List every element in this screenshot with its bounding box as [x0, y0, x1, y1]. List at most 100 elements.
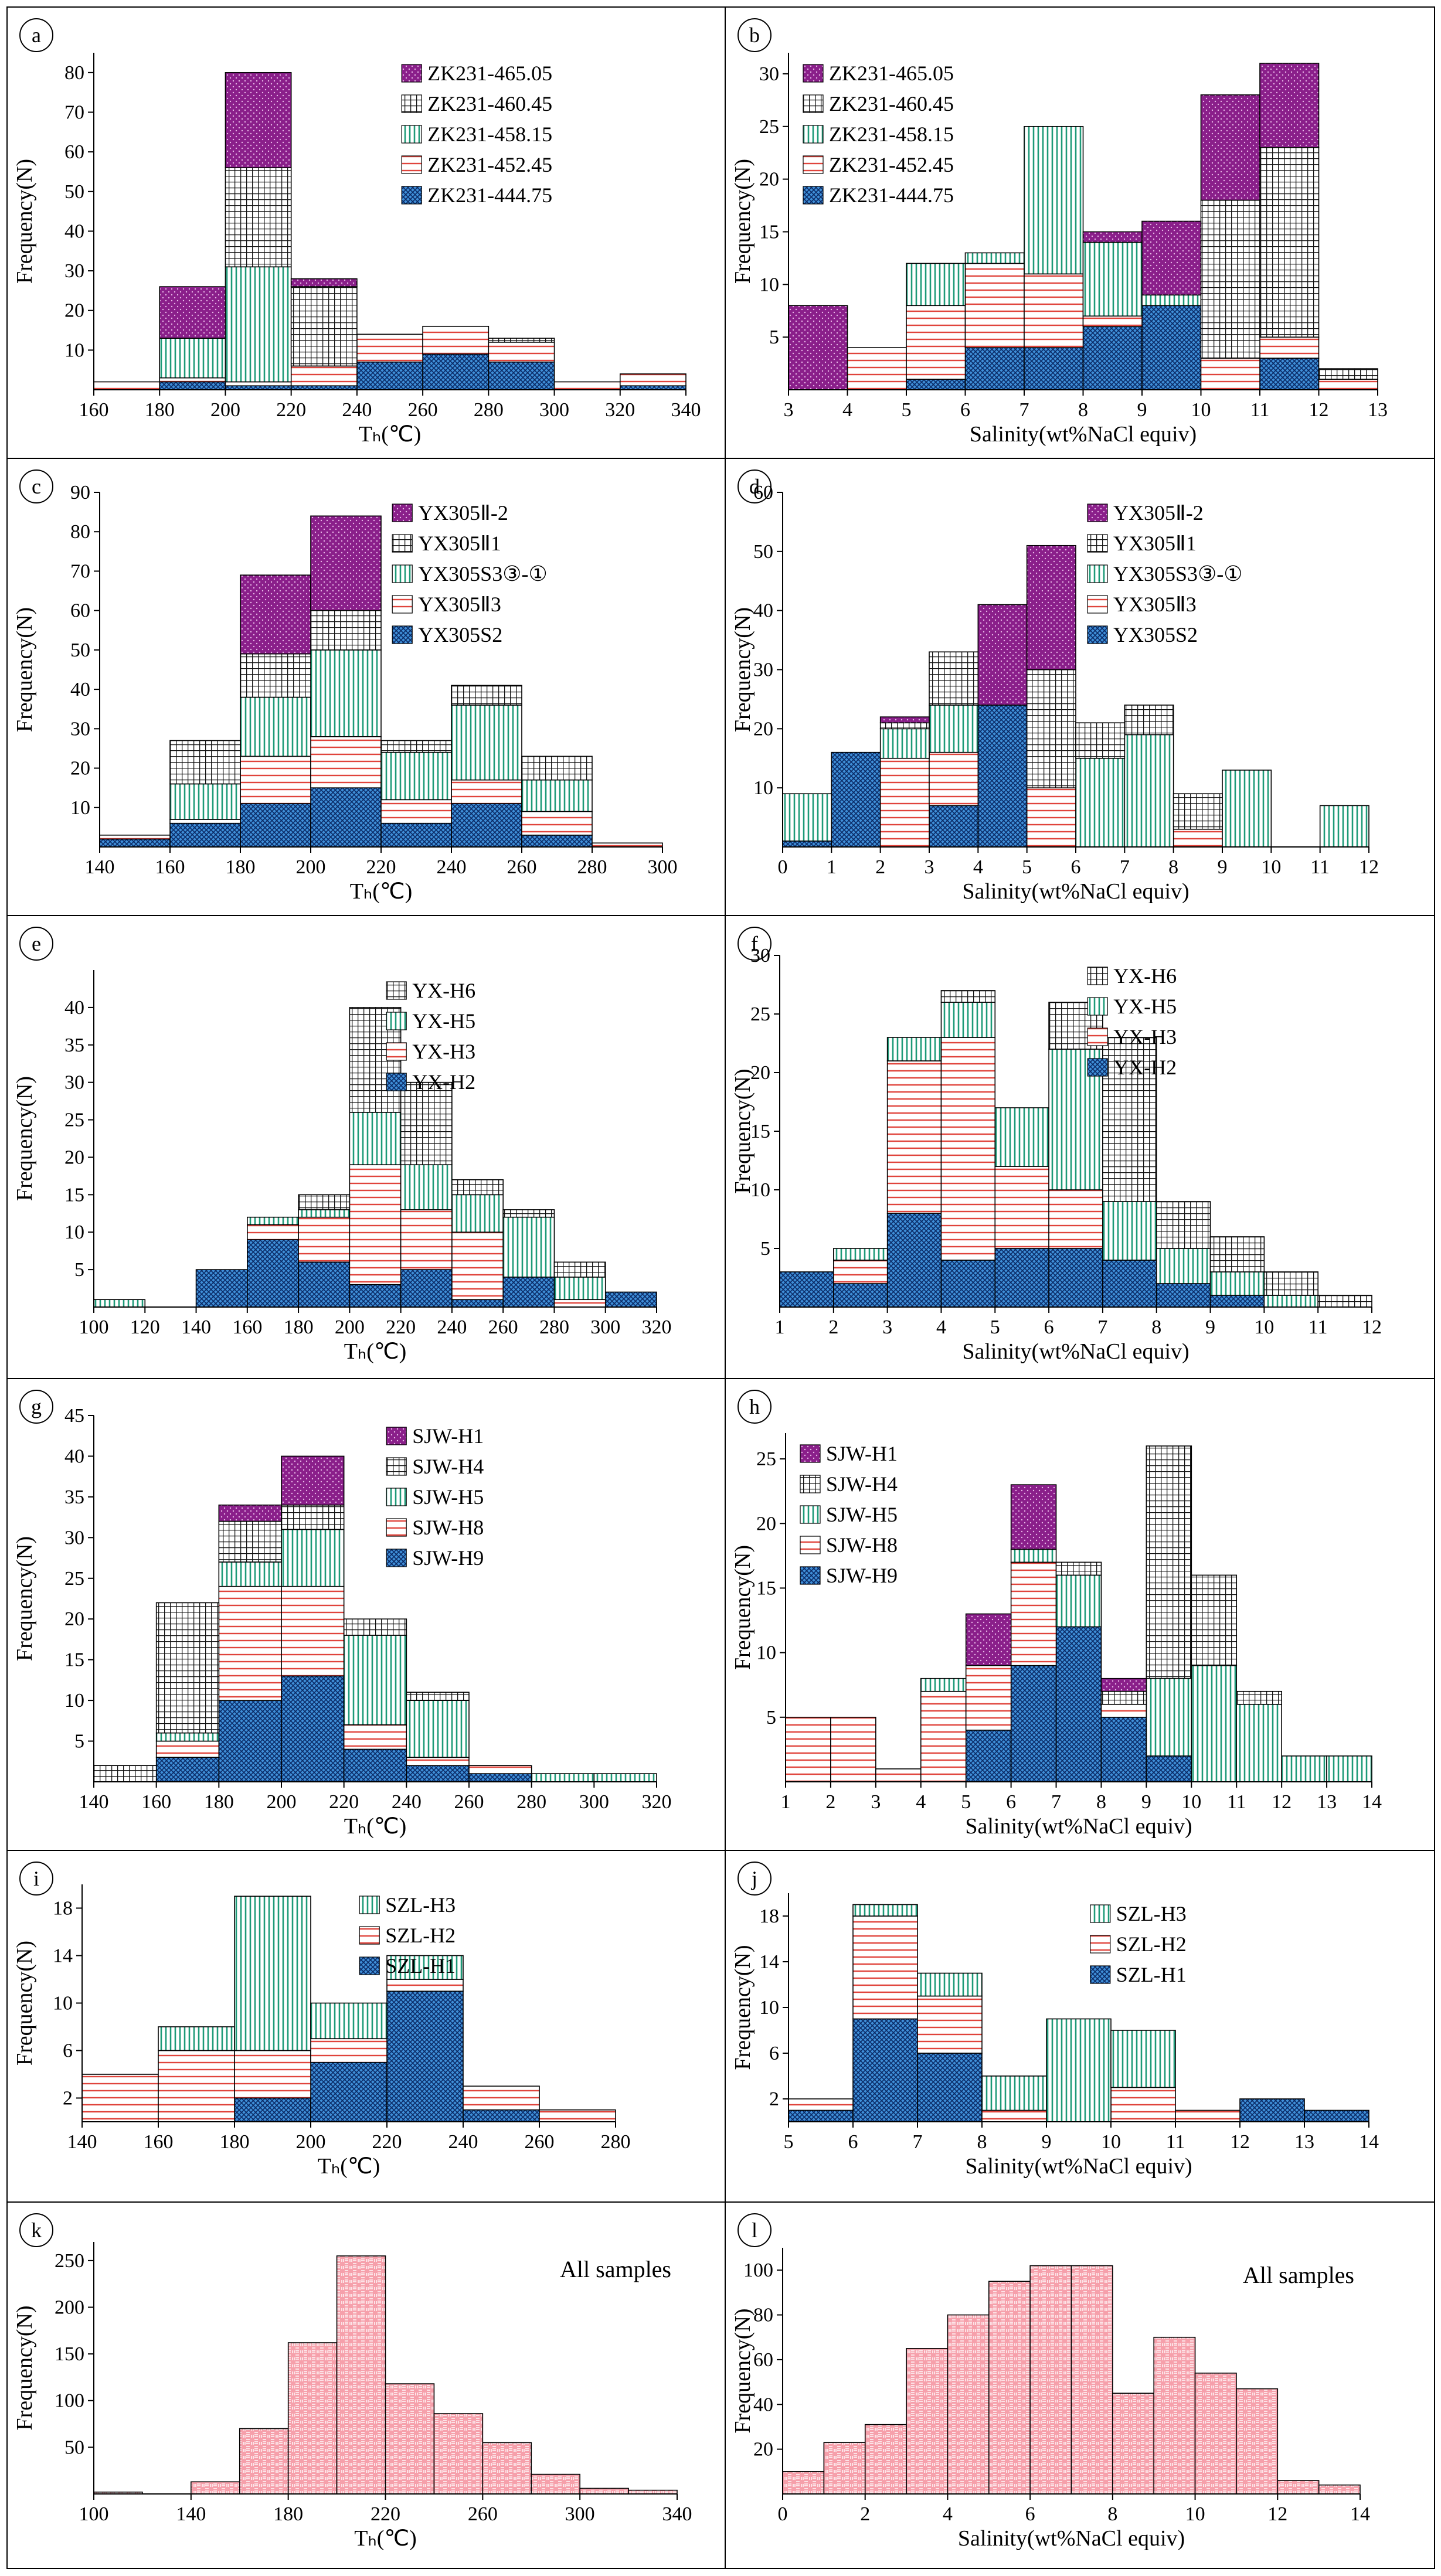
bar-b-green-4 — [1024, 125, 1084, 275]
bar-l-pink-8 — [1112, 2393, 1155, 2495]
bar-h-green-8 — [1146, 1677, 1192, 1757]
bar-h-red-4 — [965, 1665, 1012, 1731]
legend-label: SZL-H2 — [385, 1924, 456, 1947]
x-axis-label: Salinity(wt%NaCl equiv) — [965, 2154, 1192, 2179]
bars-group — [93, 72, 686, 390]
legend-label: YX305Ⅱ-2 — [418, 501, 508, 525]
bar-a-purple-3 — [290, 278, 358, 287]
bars-group — [782, 2265, 1361, 2495]
bar-d-black-7 — [1124, 705, 1174, 736]
y-tick-label: 20 — [756, 1513, 776, 1534]
bar-f-green-8 — [1209, 1271, 1265, 1296]
bar-b-blue-2 — [906, 379, 966, 390]
bar-g-red-6 — [468, 1765, 532, 1774]
bar-b-purple-7 — [1200, 94, 1260, 201]
x-tick-label: 240 — [448, 2131, 478, 2153]
bar-d-green-6 — [1075, 757, 1126, 848]
x-tick-label: 160 — [79, 399, 109, 421]
bar-i-red-4 — [386, 1979, 464, 1992]
x-tick-label: 200 — [210, 399, 240, 421]
x-tick-label: 180 — [284, 1316, 314, 1338]
bar-c-red-0 — [99, 835, 171, 840]
y-axis-label: Frequency(N) — [730, 2308, 755, 2433]
bar-c-red-7 — [592, 842, 663, 848]
x-tick-label: 4 — [973, 856, 983, 878]
panel-letter: f — [751, 932, 758, 955]
x-tick-label: 180 — [145, 399, 175, 421]
bar-c-purple-3 — [310, 515, 382, 611]
bar-c-black-1 — [169, 740, 241, 785]
x-tick-label: 14 — [1359, 2131, 1379, 2153]
bar-d-green-7 — [1124, 734, 1174, 848]
y-tick-label: 10 — [70, 797, 90, 819]
y-tick-label: 5 — [766, 1707, 776, 1728]
bar-g-blue-6 — [468, 1773, 532, 1782]
legend-swatch — [800, 1475, 821, 1493]
x-axis-label: Tₕ(℃) — [344, 1339, 407, 1364]
bar-k-pink-9 — [531, 2473, 580, 2495]
x-tick-label: 5 — [961, 1791, 971, 1813]
bar-a-red-8 — [619, 373, 686, 387]
bar-a-red-7 — [553, 381, 621, 390]
legend-label: ZK231-465.05 — [427, 62, 552, 85]
bar-j-blue-8 — [1304, 2109, 1369, 2122]
bar-f-green-4 — [994, 1107, 1049, 1167]
legend-label: YX305Ⅱ3 — [418, 593, 501, 616]
y-tick-label: 10 — [759, 274, 779, 295]
bar-f-red-1 — [833, 1260, 888, 1284]
x-tick-label: 4 — [916, 1791, 926, 1813]
bar-k-pink-3 — [239, 2428, 289, 2495]
legend-swatch — [1087, 534, 1108, 553]
x-axis-label: Tₕ(℃) — [350, 879, 413, 904]
bar-h-purple-7 — [1100, 1677, 1147, 1692]
bar-e-blue-8 — [502, 1277, 555, 1308]
x-tick-label: 3 — [871, 1791, 881, 1813]
x-tick-label: 220 — [329, 1791, 359, 1813]
bar-i-blue-5 — [463, 2109, 540, 2122]
legend-swatch — [359, 1896, 380, 1914]
bar-h-blue-5 — [1010, 1665, 1057, 1782]
legend-label: YX-H6 — [412, 979, 475, 1002]
legend-swatch — [1090, 1965, 1111, 1984]
legend-label: YX-H3 — [1113, 1025, 1177, 1049]
bars-group — [99, 515, 663, 848]
x-tick-label: 240 — [437, 1316, 467, 1338]
y-tick-label: 20 — [753, 718, 773, 740]
bar-f-green-6 — [1102, 1201, 1157, 1261]
bar-g-black-5 — [406, 1692, 470, 1701]
legend-swatch — [1087, 564, 1108, 583]
bar-b-green-3 — [964, 252, 1025, 264]
bar-g-purple-3 — [281, 1455, 345, 1506]
legend-swatch — [386, 1012, 407, 1030]
bar-e-black-9 — [553, 1261, 606, 1278]
bar-c-black-4 — [380, 740, 452, 753]
bar-c-green-1 — [169, 783, 241, 820]
bar-b-purple-5 — [1082, 231, 1143, 243]
bar-b-red-8 — [1259, 336, 1320, 359]
y-tick-label: 60 — [70, 600, 90, 622]
bar-k-pink-6 — [385, 2383, 435, 2495]
bar-h-red-0 — [785, 1717, 831, 1782]
bars-group — [788, 1904, 1369, 2122]
x-tick-label: 11 — [1250, 399, 1270, 421]
y-tick-label: 14 — [53, 1945, 73, 1967]
legend-label: ZK231-458.15 — [427, 122, 552, 146]
bar-h-red-7 — [1100, 1703, 1147, 1718]
bar-h-red-2 — [875, 1768, 922, 1782]
bar-g-black-3 — [281, 1504, 345, 1530]
x-tick-label: 6 — [1044, 1316, 1054, 1338]
legend-swatch — [800, 1536, 821, 1554]
panel-letter-circle — [738, 469, 772, 503]
bar-g-green-7 — [531, 1773, 595, 1782]
bar-i-green-4 — [386, 1955, 464, 1980]
x-tick-label: 14 — [1362, 1791, 1382, 1813]
panel-c: c 140 160 180 200 220 240 260 280 300 10 20 30 40 50 60… — [6, 458, 726, 916]
y-axis-label: Frequency(N) — [730, 1545, 755, 1670]
bar-a-purple-2 — [225, 72, 292, 168]
x-tick-label: 1 — [775, 1316, 785, 1338]
bar-j-red-5 — [1110, 2087, 1176, 2122]
x-tick-label: 7 — [1097, 1316, 1107, 1338]
legend: SJW-H1 SJW-H4 SJW-H5 SJW-H8 SJW-H9 — [386, 1424, 484, 1570]
legend-label: YX305Ⅱ1 — [1113, 532, 1197, 555]
bar-d-purple-2 — [879, 716, 930, 724]
